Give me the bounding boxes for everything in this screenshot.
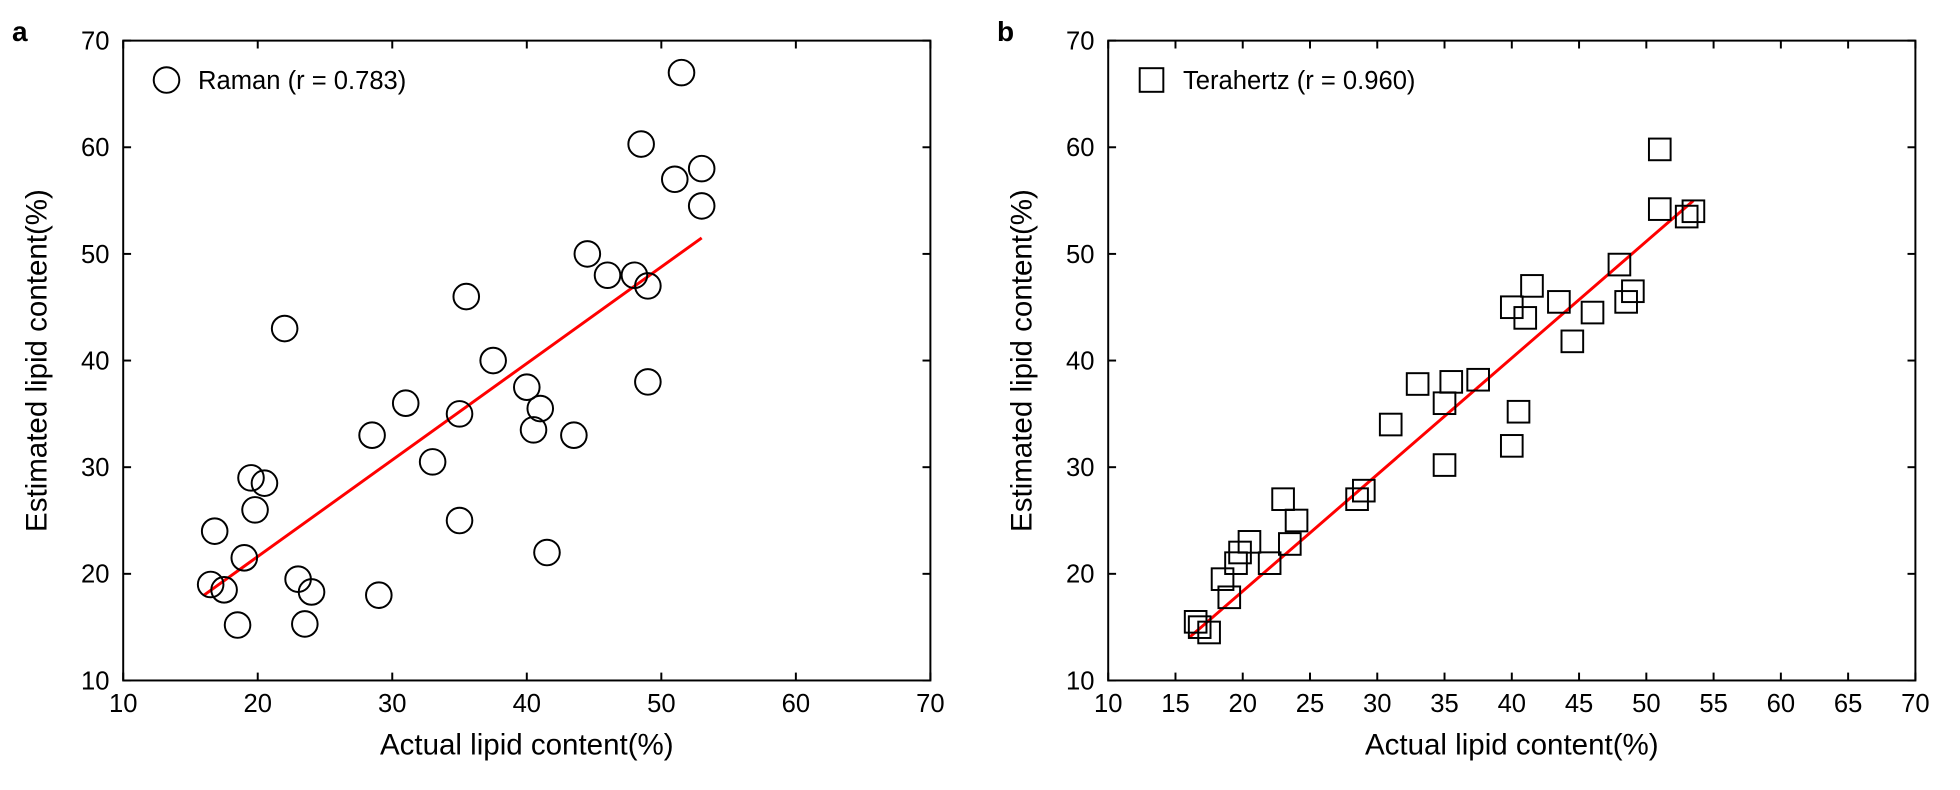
svg-text:30: 30 — [81, 454, 109, 482]
svg-text:45: 45 — [1565, 690, 1593, 718]
svg-text:10: 10 — [1094, 690, 1122, 718]
panel-b: b 10 15 20 25 30 35 40 45 50 55 60 65 70 10 20 30 40 50 60… — [995, 10, 1940, 780]
svg-text:50: 50 — [647, 690, 675, 718]
svg-text:40: 40 — [1066, 347, 1094, 375]
svg-text:50: 50 — [1632, 690, 1660, 718]
svg-text:30: 30 — [378, 690, 406, 718]
svg-text:70: 70 — [81, 27, 109, 55]
panel-a: a 10 20 30 40 50 60 70 10 20 30 40 50 60 70 Actual lip… — [10, 10, 955, 780]
svg-text:20: 20 — [1229, 690, 1257, 718]
svg-text:20: 20 — [244, 690, 272, 718]
svg-text:20: 20 — [81, 561, 109, 589]
svg-text:30: 30 — [1363, 690, 1391, 718]
svg-text:70: 70 — [1066, 27, 1094, 55]
svg-text:70: 70 — [1901, 690, 1929, 718]
svg-text:70: 70 — [916, 690, 944, 718]
svg-text:Actual lipid content(%): Actual lipid content(%) — [1365, 728, 1659, 761]
svg-text:20: 20 — [1066, 561, 1094, 589]
svg-text:15: 15 — [1161, 690, 1189, 718]
svg-text:40: 40 — [1498, 690, 1526, 718]
svg-text:65: 65 — [1834, 690, 1862, 718]
svg-text:Estimated lipid content(%): Estimated lipid content(%) — [20, 189, 53, 532]
svg-text:60: 60 — [1767, 690, 1795, 718]
chart-b: 10 15 20 25 30 35 40 45 50 55 60 65 70 10 20 30 40 50 60 70… — [995, 10, 1940, 780]
svg-text:25: 25 — [1296, 690, 1324, 718]
svg-text:40: 40 — [81, 347, 109, 375]
svg-text:Estimated lipid content(%): Estimated lipid content(%) — [1005, 189, 1038, 532]
svg-text:10: 10 — [81, 667, 109, 695]
svg-text:40: 40 — [513, 690, 541, 718]
svg-text:60: 60 — [782, 690, 810, 718]
svg-text:50: 50 — [1066, 241, 1094, 269]
svg-text:60: 60 — [81, 134, 109, 162]
svg-text:Raman (r = 0.783): Raman (r = 0.783) — [198, 67, 406, 95]
svg-text:50: 50 — [81, 241, 109, 269]
svg-text:35: 35 — [1430, 690, 1458, 718]
svg-text:10: 10 — [1066, 667, 1094, 695]
panel-label-b: b — [997, 16, 1014, 48]
svg-text:55: 55 — [1699, 690, 1727, 718]
svg-text:10: 10 — [109, 690, 137, 718]
figure-container: a 10 20 30 40 50 60 70 10 20 30 40 50 60 70 Actual lip… — [0, 0, 1960, 790]
svg-text:30: 30 — [1066, 454, 1094, 482]
chart-a: 10 20 30 40 50 60 70 10 20 30 40 50 60 70 Actual lipid… — [10, 10, 955, 780]
panel-label-a: a — [12, 16, 28, 48]
svg-text:60: 60 — [1066, 134, 1094, 162]
svg-text:Terahertz (r = 0.960): Terahertz (r = 0.960) — [1183, 67, 1415, 95]
svg-text:Actual lipid content(%): Actual lipid content(%) — [380, 728, 674, 761]
